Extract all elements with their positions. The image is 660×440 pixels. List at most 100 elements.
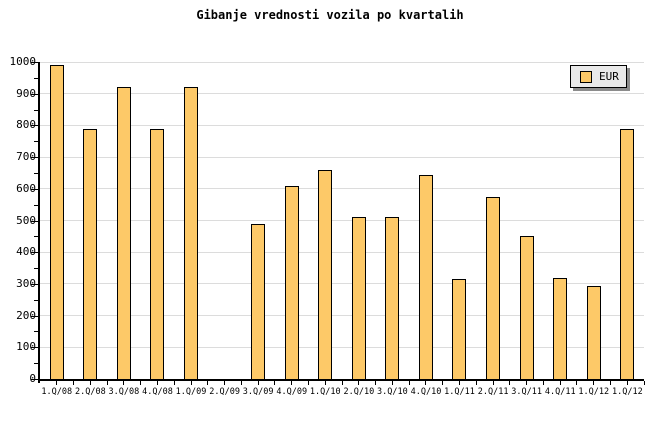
x-axis-line [38, 379, 644, 381]
y-axis-tick-label: 400 [16, 245, 36, 259]
x-axis-tick [509, 381, 511, 385]
x-axis-tick [274, 381, 276, 385]
x-axis-tick [123, 381, 125, 385]
y-axis-minor-tick [34, 331, 38, 333]
x-axis-label: 4.Q/09 [276, 387, 308, 397]
y-axis-major-tick [31, 315, 38, 317]
x-axis-tick [140, 381, 142, 385]
x-axis-label: 3.Q/08 [108, 387, 140, 397]
x-axis-label: 1.Q/12 [611, 387, 643, 397]
bar-2-Q-11 [486, 196, 500, 379]
legend: EUR [570, 65, 627, 88]
x-axis-label: 1.Q/12 [578, 387, 610, 397]
gridline [40, 156, 644, 158]
x-axis-tick [475, 381, 477, 385]
x-axis-tick [375, 381, 377, 385]
x-axis-label: 3.Q/09 [242, 387, 274, 397]
y-axis-tick-label: 500 [16, 213, 36, 227]
x-axis-labels: 1.Q/08 2.Q/08 3.Q/08 4.Q/08 1.Q/09 2.Q/09 3.Q/… [40, 387, 644, 398]
x-axis-tick [89, 381, 91, 385]
y-axis-minor-tick [34, 299, 38, 301]
y-axis-line [38, 62, 40, 383]
x-axis-tick [56, 381, 58, 385]
bar-2-Q-08 [83, 128, 98, 379]
y-axis-tick-label: 0 [29, 372, 36, 385]
bar-4-Q-10 [418, 174, 433, 379]
x-axis-tick [643, 381, 645, 385]
y-axis-major-tick [31, 347, 38, 349]
x-axis-label: 3.Q/11 [511, 387, 543, 397]
bar-1-Q-09 [184, 87, 198, 379]
x-axis-tick [593, 381, 595, 385]
x-axis-tick [576, 381, 578, 385]
y-axis-major-tick [31, 62, 38, 63]
x-axis-label: 1.Q/10 [309, 387, 341, 397]
y-axis-tick-label: 800 [16, 118, 36, 132]
x-axis-tick [559, 381, 561, 385]
y-axis-major-tick [31, 252, 38, 254]
chart-title: Gibanje vrednosti vozila po kvartalih [196, 8, 464, 22]
y-axis-minor-tick [34, 268, 38, 270]
bar-1-Q-11 [452, 279, 467, 379]
y-axis-major-tick [31, 93, 38, 95]
x-axis-tick [156, 381, 158, 385]
legend-swatch-icon [580, 70, 592, 83]
y-axis-tick-label: 900 [16, 86, 36, 100]
bar-1-Q-10 [318, 169, 333, 379]
gridline [40, 220, 644, 221]
y-axis-tick-label: 300 [16, 276, 36, 290]
gridline [40, 283, 644, 285]
x-axis-tick [224, 381, 226, 385]
x-axis-label: 1.Q/11 [444, 387, 475, 397]
x-axis-tick [324, 381, 326, 385]
bar-1-Q-12 [586, 285, 601, 379]
gridline [40, 61, 644, 63]
x-axis-tick [73, 381, 75, 385]
y-axis-major-tick [31, 157, 38, 159]
bar-4-Q-08 [150, 128, 165, 379]
x-axis-tick [442, 381, 444, 385]
x-axis-label: 4.Q/08 [142, 387, 173, 397]
x-axis-tick [240, 381, 242, 385]
bar-3-Q-11 [519, 236, 534, 379]
x-axis-tick [425, 381, 427, 385]
y-axis-minor-tick [34, 204, 38, 206]
x-axis-tick [492, 381, 494, 385]
y-axis-tick-label: 1000 [9, 55, 37, 68]
x-axis-tick [542, 381, 544, 385]
y-axis-minor-tick [34, 141, 38, 143]
x-axis-tick [626, 381, 628, 385]
y-axis-tick-label: 600 [16, 181, 36, 195]
x-axis-tick [257, 381, 259, 385]
x-axis-tick [391, 381, 393, 385]
x-axis-tick [307, 381, 309, 385]
y-axis-minor-tick [34, 109, 38, 111]
y-axis-tick-label: 700 [16, 150, 36, 164]
gridline [40, 93, 644, 95]
gridline [40, 315, 644, 317]
y-axis-major-tick [31, 283, 38, 285]
x-axis-tick [173, 381, 175, 385]
legend-label: EUR [599, 69, 619, 83]
x-axis-tick [106, 381, 108, 385]
x-axis-tick [190, 381, 192, 385]
y-axis-minor-tick [34, 77, 38, 79]
bar-3-Q-08 [116, 87, 131, 379]
y-axis-minor-tick [34, 236, 38, 238]
x-axis-label: 4.Q/10 [410, 387, 442, 397]
x-axis-label: 2.Q/10 [343, 387, 375, 397]
x-axis-tick [609, 381, 611, 385]
x-axis-label: 1.Q/08 [41, 387, 73, 397]
bar-1-Q-12 [620, 128, 635, 379]
gridline [40, 124, 644, 126]
x-axis-tick [207, 381, 209, 385]
gridline [40, 251, 644, 253]
plot-area: 1.Q/08 2.Q/08 3.Q/08 4.Q/08 1.Q/09 2.Q/09 3.Q/… [10, 56, 645, 397]
y-axis-major-tick [31, 379, 38, 380]
bar-4-Q-11 [553, 277, 568, 379]
x-axis-label: 2.Q/11 [477, 387, 509, 397]
x-axis-label: 3.Q/10 [377, 387, 408, 397]
x-axis-tick [458, 381, 460, 385]
bar-2-Q-10 [351, 217, 366, 379]
